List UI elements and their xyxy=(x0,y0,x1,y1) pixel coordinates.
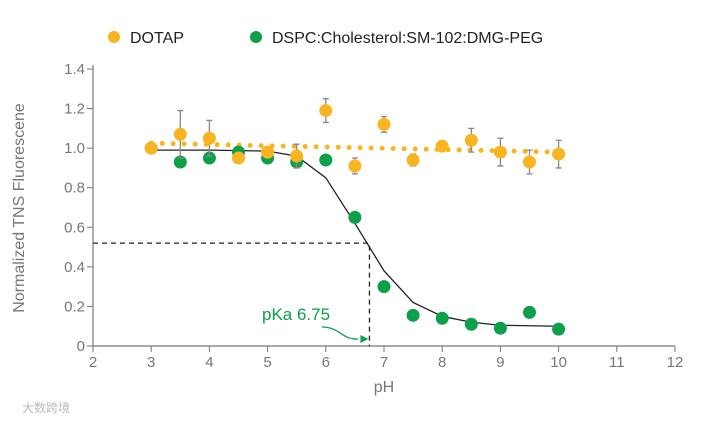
legend-marker-dotap xyxy=(108,31,120,43)
y-tick-label: 0.4 xyxy=(64,259,85,276)
lnp-point xyxy=(435,311,449,325)
watermark: 大数跨境 xyxy=(22,400,70,415)
x-tick-label: 12 xyxy=(667,354,684,371)
x-tick-label: 4 xyxy=(205,354,213,371)
legend-label-lnp: DSPC:Cholesterol:SM-102:DMG-PEG xyxy=(272,30,543,47)
pka-annotation: pKa 6.75 xyxy=(262,305,330,324)
y-tick-label: 0.2 xyxy=(64,298,85,315)
lnp-point xyxy=(406,308,420,322)
y-tick-label: 1.4 xyxy=(64,61,85,78)
dotap-point xyxy=(464,133,478,147)
pka-arrow xyxy=(321,326,359,340)
lnp-point xyxy=(523,305,536,319)
marks xyxy=(93,98,566,346)
dotap-point xyxy=(319,104,333,118)
dotap-point xyxy=(435,139,449,153)
dotap-trend-line xyxy=(148,140,562,155)
y-tick-label: 1.0 xyxy=(64,140,85,157)
dotap-point xyxy=(261,145,275,159)
y-tick-label: 0.6 xyxy=(64,219,85,236)
legend-marker-lnp xyxy=(250,31,262,43)
lnp-point xyxy=(348,210,362,224)
dotap-point xyxy=(552,147,566,161)
dotap-point xyxy=(202,131,216,145)
dotap-point xyxy=(406,153,420,167)
lnp-point xyxy=(552,322,566,336)
dotap-point xyxy=(173,127,187,141)
x-tick-label: 5 xyxy=(263,354,271,371)
y-tick-label: 0.8 xyxy=(64,180,85,197)
lnp-point xyxy=(377,280,391,294)
x-tick-label: 3 xyxy=(147,354,155,371)
x-tick-label: 7 xyxy=(380,354,388,371)
legend: DOTAP DSPC:Cholesterol:SM-102:DMG-PEG xyxy=(108,30,543,47)
dotap-point xyxy=(523,155,536,169)
legend-label-dotap: DOTAP xyxy=(130,30,184,47)
x-axis-label: pH xyxy=(374,379,394,396)
dotap-point xyxy=(377,117,391,131)
x-tick-label: 6 xyxy=(322,354,330,371)
lnp-point xyxy=(173,155,187,169)
x-tick-label: 2 xyxy=(89,354,97,371)
dotap-point xyxy=(290,149,304,163)
dotap-point xyxy=(144,141,158,155)
pka-guide-line xyxy=(93,242,371,346)
lnp-point xyxy=(464,317,478,331)
lnp-point xyxy=(202,151,216,165)
lnp-point xyxy=(493,321,507,335)
axes: 2 3 4 5 6 7 8 9 10 11 12 0 0.2 0.4 0.6 0.8 1.0 1.2 1.4 xyxy=(64,61,683,371)
dotap-point xyxy=(348,159,362,173)
lnp-fit-line xyxy=(151,149,559,327)
x-tick-label: 10 xyxy=(550,354,567,371)
y-tick-label: 1.2 xyxy=(64,101,85,118)
x-tick-label: 11 xyxy=(609,354,625,371)
lnp-point xyxy=(319,153,333,167)
y-axis-label: Normalized TNS Fluorescene xyxy=(11,103,28,313)
x-tick-label: 9 xyxy=(496,354,504,371)
pka-arrowhead xyxy=(360,335,369,343)
dotap-point xyxy=(232,151,245,165)
y-tick-label: 0 xyxy=(77,338,85,355)
dotap-point xyxy=(493,145,507,159)
x-tick-label: 8 xyxy=(438,354,446,371)
